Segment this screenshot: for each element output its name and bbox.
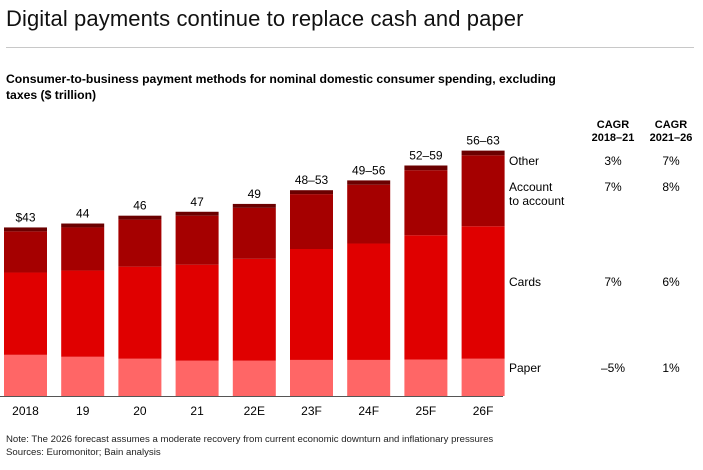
total-label-0: $43	[15, 210, 35, 224]
bar-segment-paper-2	[118, 358, 162, 396]
bar-segment-account-to-account-8	[461, 155, 505, 227]
cagr-cards-b: 6%	[662, 275, 680, 289]
legend-group: Other Account to account Cards Paper	[509, 154, 565, 375]
category-label-6: 24F	[358, 404, 379, 418]
category-label-5: 23F	[301, 404, 322, 418]
cagr-header-b-line1: CAGR	[655, 119, 687, 131]
legend-other: Other	[509, 154, 539, 168]
total-label-5: 48–53	[295, 173, 329, 187]
bar-segment-account-to-account-7	[404, 170, 448, 236]
footnotes: Note: The 2026 forecast assumes a modera…	[6, 434, 493, 459]
bar-segment-paper-0	[4, 354, 47, 396]
bar-segment-paper-7	[404, 359, 448, 396]
bar-segment-other-3	[175, 211, 219, 216]
category-label-3: 21	[190, 404, 204, 418]
bar-segment-other-1	[61, 223, 105, 228]
cagr-paper-a: –5%	[601, 361, 625, 375]
bar-segment-paper-1	[61, 356, 105, 396]
total-label-1: 44	[76, 207, 90, 221]
bars-group	[0, 150, 505, 397]
total-label-4: 49	[248, 187, 262, 201]
category-label-2: 20	[133, 404, 147, 418]
category-label-8: 26F	[473, 404, 494, 418]
sources-text: Sources: Euromonitor; Bain analysis	[6, 446, 161, 458]
chart-subtitle: Consumer-to-business payment methods for…	[6, 72, 556, 102]
cagr-cards-a: 7%	[604, 275, 622, 289]
cagr-header-a-line2: 2018–21	[592, 132, 635, 144]
bar-segment-cards-1	[61, 270, 105, 357]
total-label-6: 49–56	[352, 163, 386, 177]
bar-segment-paper-4	[232, 360, 276, 396]
cagr-other-a: 3%	[604, 154, 622, 168]
bar-segment-cards-5	[290, 249, 333, 360]
total-label-8: 56–63	[466, 134, 500, 148]
category-label-4: 22E	[244, 404, 265, 418]
bar-segment-other-4	[232, 203, 276, 208]
category-label-0: 2018	[12, 404, 39, 418]
bar-segment-cards-3	[175, 264, 219, 361]
legend-cards: Cards	[509, 275, 541, 289]
bar-segment-cards-2	[118, 266, 162, 359]
cagr-other-b: 7%	[662, 154, 680, 168]
bar-segment-cards-4	[232, 258, 276, 361]
bar-segment-cards-6	[347, 243, 391, 360]
legend-account-line1: Account	[509, 180, 553, 194]
bar-segment-other-2	[118, 215, 162, 220]
bar-segment-other-6	[347, 180, 391, 185]
category-label-1: 19	[76, 404, 90, 418]
bar-segment-paper-8	[461, 358, 505, 396]
cagr-header-a-line1: CAGR	[597, 119, 629, 131]
legend-paper: Paper	[509, 361, 541, 375]
category-label-7: 25F	[416, 404, 437, 418]
cagr-table: CAGR 2018–21 CAGR 2021–26 3% 7% 7% 8% 7%…	[592, 119, 693, 375]
bar-segment-other-7	[404, 165, 448, 171]
bar-segment-account-to-account-1	[61, 227, 105, 271]
bar-segment-other-5	[290, 190, 333, 195]
bar-segment-cards-7	[404, 235, 448, 360]
total-label-3: 47	[190, 195, 204, 209]
bar-segment-cards-8	[461, 226, 505, 359]
bar-segment-paper-6	[347, 359, 391, 396]
legend-account-line2: to account	[509, 194, 565, 208]
bar-segment-paper-5	[290, 359, 333, 396]
bar-segment-account-to-account-3	[175, 215, 219, 265]
total-label-2: 46	[133, 199, 147, 213]
total-label-7: 52–59	[409, 149, 443, 163]
cagr-account-a: 7%	[604, 180, 622, 194]
bar-segment-paper-3	[175, 360, 219, 396]
title-divider	[6, 47, 694, 48]
note-text: Note: The 2026 forecast assumes a modera…	[6, 434, 494, 445]
bar-segment-account-to-account-5	[290, 194, 333, 249]
bar-segment-account-to-account-0	[4, 231, 47, 273]
cagr-account-b: 8%	[662, 180, 680, 194]
bar-segment-account-to-account-6	[347, 184, 391, 244]
bar-segment-account-to-account-4	[232, 207, 276, 259]
page-title: Digital payments continue to replace cas…	[6, 6, 524, 31]
bar-segment-account-to-account-2	[118, 219, 162, 267]
cagr-header-b-line2: 2021–26	[650, 132, 693, 144]
bar-segment-other-0	[4, 227, 47, 232]
bar-segment-other-8	[461, 150, 505, 156]
labels-group: $43 2018 44 19 46 20 47 21 49 22E 48–53 23F 49–56 24F…	[12, 134, 500, 418]
bar-segment-cards-0	[4, 272, 47, 355]
cagr-paper-b: 1%	[662, 361, 680, 375]
